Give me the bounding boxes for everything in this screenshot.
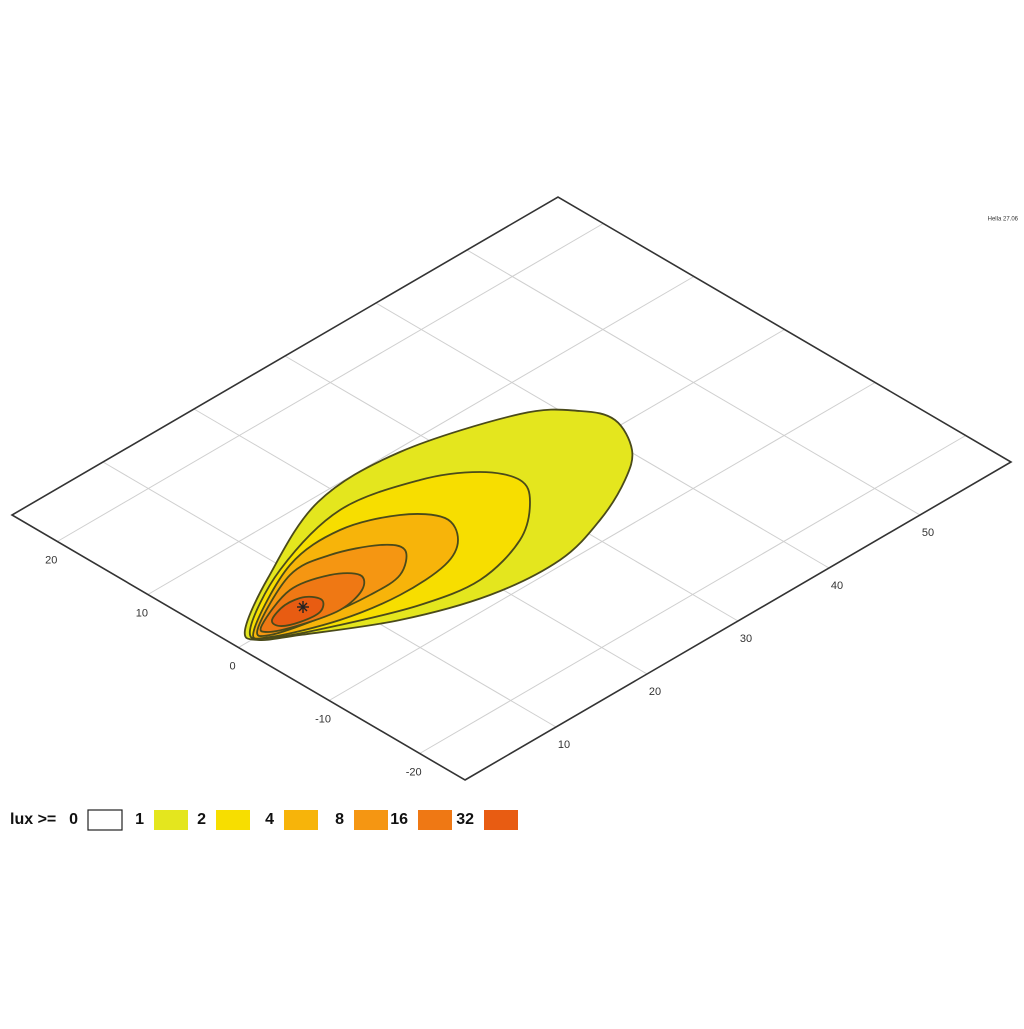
legend-label: 2 [197, 811, 206, 828]
ticks: 10 20 30 40 50 -20 -10 0 10 20 [45, 527, 934, 779]
frame [10, 196, 1013, 781]
legend-label: 0 [69, 811, 78, 828]
legend-title: lux >= [10, 811, 56, 828]
legend-label: 8 [335, 811, 344, 828]
legend-label: 4 [265, 811, 274, 828]
legend-swatch [418, 810, 452, 830]
x-tick-label: 50 [922, 527, 934, 539]
lamp-stroke [298, 602, 308, 612]
note: Hella 27.06 [988, 217, 1019, 223]
legend-label: 1 [135, 811, 144, 828]
grid [57, 223, 966, 754]
y-tick-label: -10 [315, 713, 331, 725]
grid-line [419, 435, 966, 754]
plane-border [10, 196, 1013, 781]
grid-line [57, 223, 604, 542]
y-tick-label: 20 [45, 554, 57, 566]
legend-label: 32 [456, 811, 474, 828]
legend-swatch [87, 809, 123, 831]
legend-swatch [484, 810, 518, 830]
legend-swatch [354, 810, 388, 830]
legend-swatch [216, 810, 250, 830]
x-tick-label: 40 [831, 580, 843, 592]
x-tick-label: 20 [649, 686, 661, 698]
legend: lux >= 0 1 2 4 8 16 32 [10, 809, 518, 831]
isolux-contour [271, 595, 325, 627]
x-tick-label: 30 [740, 633, 752, 645]
grid-line [147, 276, 695, 595]
y-tick-label: -20 [406, 766, 422, 778]
legend-swatch [284, 810, 318, 830]
lamp-marker [297, 601, 309, 613]
y-tick-label: 10 [136, 607, 148, 619]
x-tick-label: 10 [558, 739, 570, 751]
legend-label: 16 [390, 811, 408, 828]
legend-swatch [154, 810, 188, 830]
grid-line [328, 382, 876, 701]
y-tick-label: 0 [229, 660, 235, 672]
